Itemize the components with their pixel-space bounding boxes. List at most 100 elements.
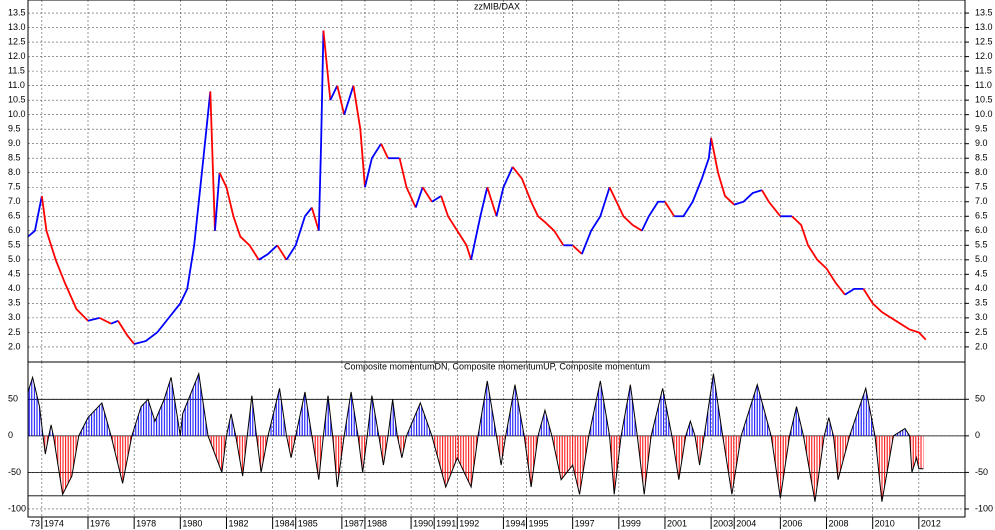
momentum-lobe	[741, 384, 772, 436]
y-tick-label: 13.5	[8, 7, 26, 17]
momentum-lobe	[524, 435, 539, 488]
price-line	[486, 186, 498, 217]
panel-frame	[27, 361, 966, 518]
momentum-lobe	[789, 406, 804, 436]
momentum-lobe	[358, 435, 368, 473]
x-tick-label: 1978	[136, 518, 156, 528]
y-tick-label-right: 9.0	[975, 138, 988, 148]
price-line	[329, 85, 339, 101]
price-line	[733, 189, 763, 206]
y-tick-label-right: -50	[975, 467, 988, 477]
y-tick-label: 11.0	[8, 80, 25, 90]
y-tick-label-right: 5.5	[975, 240, 988, 250]
price-line	[364, 143, 382, 188]
price-line	[641, 200, 665, 232]
price-line	[40, 195, 89, 322]
momentum-lobe	[311, 435, 324, 480]
price-line	[99, 317, 112, 325]
price-line	[440, 195, 472, 261]
y-tick-label: 8.0	[8, 167, 21, 177]
y-tick-label: -100	[8, 503, 26, 513]
price-line	[209, 91, 216, 231]
price-line	[791, 215, 846, 296]
price-line	[710, 137, 735, 206]
y-tick-label: 9.0	[8, 138, 21, 148]
y-tick-label: -50	[8, 467, 21, 477]
y-tick-label: 9.5	[8, 124, 21, 134]
y-tick-label: 2.5	[8, 327, 21, 337]
momentum-lobe	[671, 435, 686, 480]
y-tick-label: 7.5	[8, 182, 21, 192]
x-tick-label: 1988	[367, 518, 387, 528]
price-line	[117, 320, 135, 345]
y-tick-label: 10.5	[8, 95, 26, 105]
y-tick-label-right: 8.5	[975, 153, 988, 163]
x-tick-label: 1982	[228, 518, 248, 528]
y-tick-label-right: 6.0	[975, 225, 988, 235]
momentum-lobe	[685, 421, 695, 436]
momentum-lobe	[651, 388, 672, 436]
y-tick-label: 3.5	[8, 298, 21, 308]
momentum-lobe	[874, 435, 894, 502]
momentum-line	[28, 371, 924, 502]
momentum-lobe	[406, 402, 432, 436]
momentum-lobe	[268, 388, 287, 436]
price-line	[322, 30, 332, 101]
y-tick-label: 0	[8, 430, 13, 440]
price-line	[214, 172, 221, 231]
price-line	[258, 244, 278, 261]
y-tick-label-right: 6.5	[975, 211, 988, 221]
price-line	[317, 30, 325, 231]
y-tick-label: 4.5	[8, 269, 21, 279]
y-tick-label: 7.0	[8, 196, 21, 206]
y-tick-label-right: 4.0	[975, 283, 988, 293]
momentum-lobe	[824, 417, 834, 436]
momentum-lobe	[28, 377, 44, 436]
y-tick-label-right: 5.0	[975, 254, 988, 264]
momentum-lobe	[621, 384, 638, 436]
y-tick-label-right: 10.5	[975, 95, 993, 105]
x-tick-label: 1992	[459, 518, 479, 528]
momentum-lobe	[226, 413, 236, 436]
y-tick-label: 12.5	[8, 36, 26, 46]
price-line	[844, 287, 864, 296]
momentum-lobe	[909, 435, 924, 473]
x-tick-label: 1985	[298, 518, 318, 528]
momentum-lobe	[208, 435, 227, 473]
x-tick-label: 1974	[44, 518, 64, 528]
momentum-lobe	[478, 381, 497, 436]
momentum-lobe	[388, 399, 398, 436]
x-tick-label: 1987	[344, 518, 364, 528]
momentum-lobe	[803, 435, 825, 502]
price-line	[285, 207, 313, 261]
momentum-lobe	[378, 435, 389, 466]
momentum-lobe	[704, 373, 723, 436]
y-tick-label: 4.0	[8, 283, 21, 293]
y-tick-label: 12.0	[8, 51, 26, 61]
x-tick-label: 2006	[782, 518, 802, 528]
y-tick-label-right: 13.0	[975, 22, 993, 32]
momentum-lobe	[496, 435, 506, 466]
y-tick-label: 50	[8, 394, 18, 404]
x-tick-label: 2003	[713, 518, 733, 528]
price-line	[581, 186, 611, 255]
momentum-lobe	[323, 395, 333, 436]
y-tick-label: 5.5	[8, 240, 21, 250]
price-line	[862, 288, 927, 341]
momentum-lobe	[78, 402, 112, 436]
momentum-lobe	[431, 435, 479, 488]
momentum-lobe	[286, 435, 296, 458]
price-line	[336, 85, 346, 115]
x-tick-label: 2004	[736, 518, 756, 528]
y-tick-label-right: 4.5	[975, 269, 988, 279]
price-line	[28, 195, 43, 238]
y-tick-label-right: 12.5	[975, 36, 993, 46]
price-line	[470, 187, 489, 261]
y-tick-label-right: 11.0	[975, 80, 992, 90]
x-tick-label: 1980	[182, 518, 202, 528]
momentum-lobe	[53, 435, 79, 495]
momentum-lobe	[256, 435, 269, 473]
x-tick-label: 2012	[921, 518, 941, 528]
price-line	[380, 143, 389, 159]
